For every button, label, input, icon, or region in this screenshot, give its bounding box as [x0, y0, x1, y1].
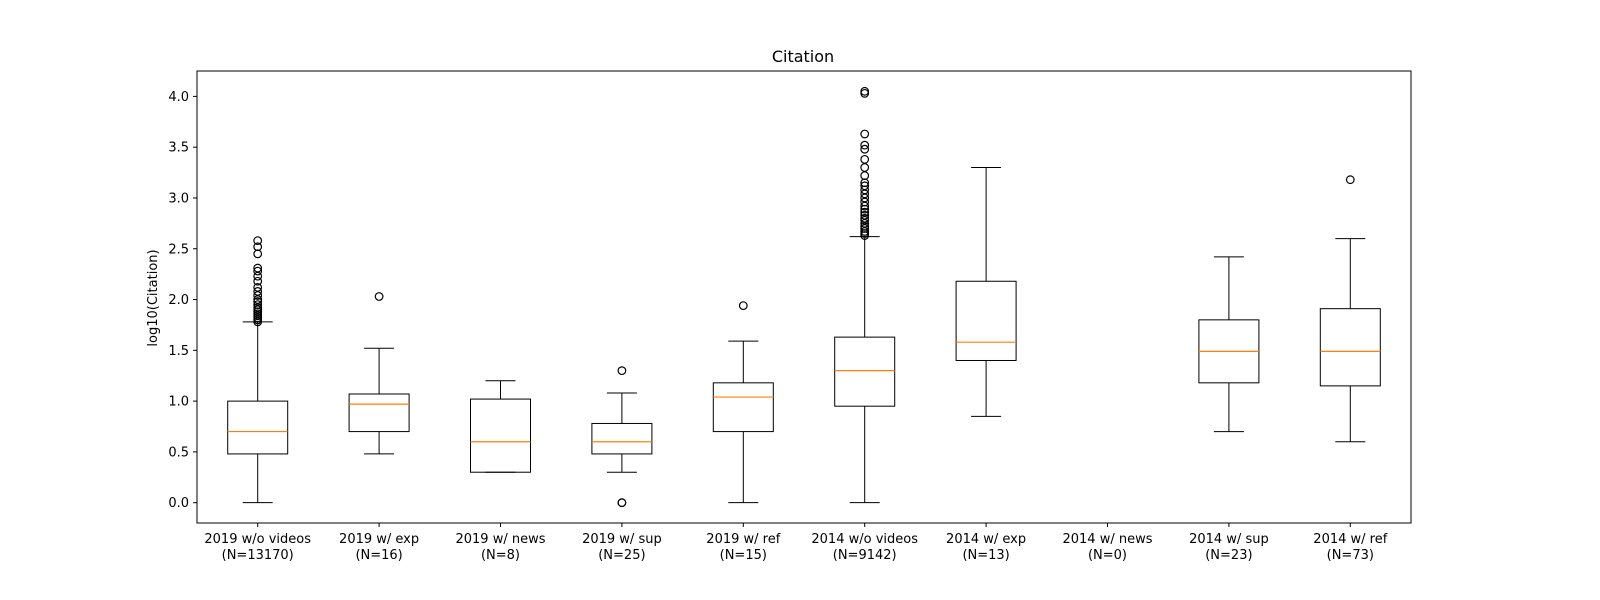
y-axis: 0.0 0.5 1.0 1.5 2.0 2.5 3.0 3.5 4.0 — [168, 90, 197, 511]
outlier-point — [617, 498, 627, 508]
y-tick-label: 3.5 — [168, 141, 189, 156]
iqr-box — [1319, 308, 1381, 387]
iqr-box — [591, 422, 653, 455]
x-tick-count: (N=16) — [355, 548, 402, 563]
outlier-point — [860, 129, 870, 139]
outlier-point — [253, 300, 263, 310]
outlier-point — [860, 210, 870, 220]
outlier-point — [253, 282, 263, 292]
y-tick-label: 2.0 — [168, 293, 189, 308]
x-tick-label: 2014 w/o videos — [811, 532, 918, 547]
outlier-point — [253, 236, 263, 246]
outlier-point — [860, 140, 870, 150]
iqr-box — [227, 400, 289, 455]
y-tick-label: 4.0 — [168, 90, 189, 105]
y-tick-label: 3.0 — [168, 191, 189, 206]
outlier-point — [253, 276, 263, 286]
x-tick-count: (N=13) — [962, 548, 1009, 563]
outlier-point — [374, 292, 384, 301]
x-tick-label: 2019 w/ sup — [582, 532, 662, 547]
iqr-box — [712, 382, 774, 433]
x-tick-label: 2019 w/o videos — [204, 532, 311, 547]
x-axis: 2019 w/o videos(N=13170) 2019 w/ exp(N=16… — [204, 523, 1388, 563]
outlier-point — [860, 213, 870, 223]
y-tick-label: 0.0 — [168, 496, 189, 511]
iqr-box — [348, 393, 410, 433]
y-tick-label: 0.5 — [168, 445, 189, 460]
outlier-point — [860, 163, 870, 172]
box-5 — [712, 301, 774, 504]
x-tick-label: 2019 w/ news — [455, 532, 545, 547]
chart-title: Citation — [772, 47, 834, 66]
box-9 — [1198, 256, 1260, 433]
box-2 — [348, 292, 410, 455]
box-1 — [227, 236, 289, 504]
iqr-box — [470, 398, 531, 473]
plot-area — [227, 86, 1381, 508]
x-tick-count: (N=13170) — [222, 548, 294, 563]
x-tick-count: (N=23) — [1205, 548, 1252, 563]
outlier-point — [253, 287, 263, 296]
outlier-point — [617, 366, 627, 376]
y-tick-label: 1.0 — [168, 395, 189, 410]
x-tick-count: (N=9142) — [833, 548, 897, 563]
box-7 — [955, 166, 1017, 417]
x-tick-label: 2019 w/ exp — [339, 532, 419, 547]
iqr-box — [834, 336, 896, 407]
x-tick-label: 2019 w/ ref — [706, 532, 780, 547]
x-tick-label: 2014 w/ exp — [946, 532, 1026, 547]
x-tick-label: 2014 w/ news — [1062, 532, 1152, 547]
outlier-point — [253, 266, 263, 276]
x-tick-count: (N=25) — [598, 548, 645, 563]
outlier-point — [860, 181, 870, 191]
y-axis-label: log10(Citation) — [146, 249, 161, 346]
outlier-point — [860, 86, 870, 96]
box-3 — [470, 380, 531, 473]
x-tick-label: 2014 w/ sup — [1189, 532, 1269, 547]
outlier-point — [253, 242, 263, 252]
x-tick-count: (N=8) — [481, 548, 520, 563]
x-tick-count: (N=0) — [1088, 548, 1127, 563]
outlier-point — [860, 144, 870, 154]
x-tick-count: (N=15) — [720, 548, 767, 563]
iqr-box — [955, 280, 1017, 361]
outlier-point — [253, 249, 263, 259]
axes-frame — [196, 70, 1412, 524]
outlier-point — [860, 207, 870, 217]
outlier-point — [860, 171, 870, 181]
y-tick-label: 2.5 — [168, 242, 189, 257]
x-tick-count: (N=73) — [1327, 548, 1374, 563]
box-6 — [834, 86, 896, 504]
box-10 — [1319, 175, 1381, 443]
outlier-point — [1345, 175, 1355, 185]
outlier-point — [253, 263, 263, 273]
box-4 — [591, 366, 653, 508]
y-tick-label: 1.5 — [168, 344, 189, 359]
x-tick-label: 2014 w/ ref — [1313, 532, 1387, 547]
outlier-point — [738, 301, 748, 311]
outlier-point — [860, 154, 870, 164]
